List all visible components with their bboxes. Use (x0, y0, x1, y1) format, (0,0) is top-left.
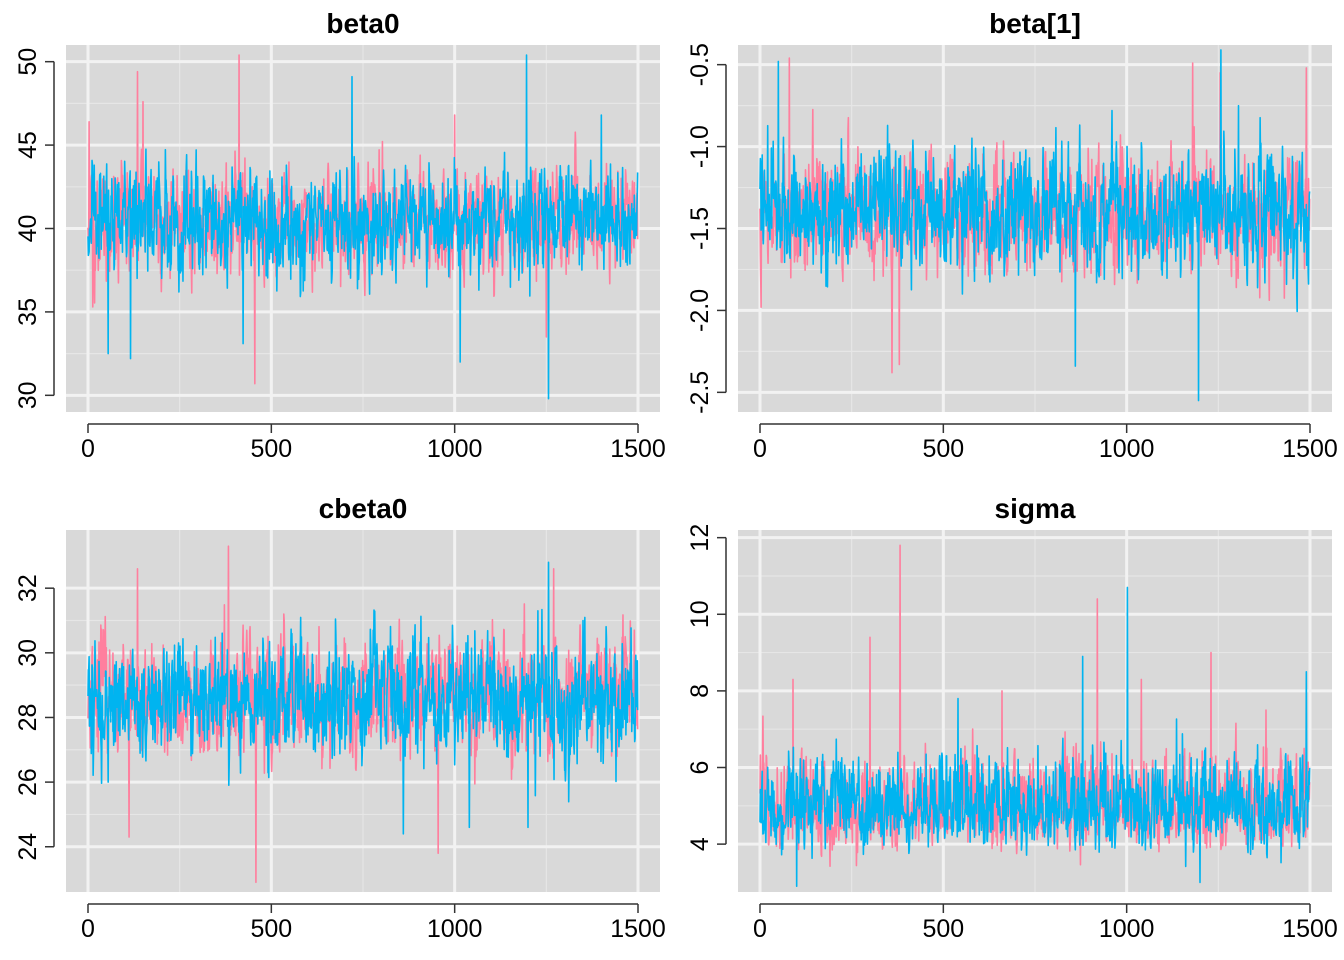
x-tick-label: 500 (922, 435, 964, 463)
y-tick-label: 45 (14, 131, 42, 159)
y-tick-label: 30 (14, 381, 42, 409)
x-tick-label: 1500 (610, 435, 666, 463)
x-tick-label: 1000 (427, 435, 483, 463)
series-line-chain-2 (87, 561, 639, 835)
x-tick-label: 0 (81, 435, 95, 463)
y-tick-label: -2.5 (686, 371, 714, 414)
y-tick-label: 50 (14, 48, 42, 76)
series-line-chain-2 (87, 54, 639, 400)
y-tick-label: 32 (14, 574, 42, 602)
y-tick-label: 35 (14, 298, 42, 326)
x-tick-label: 1500 (1282, 435, 1338, 463)
x-tick-label: 0 (753, 435, 767, 463)
y-tick-label: 8 (686, 684, 714, 698)
x-tick-label: 500 (250, 435, 292, 463)
y-tick-label: 4 (686, 837, 714, 851)
y-tick-label: 12 (686, 524, 714, 552)
panel-beta0: 0 500 1000 1500 30 35 40 45 50 beta0 (14, 8, 666, 463)
y-tick-label: 40 (14, 215, 42, 243)
y-tick-label: -2.0 (686, 289, 714, 332)
y-tick-label: 28 (14, 704, 42, 732)
y-tick-label: 6 (686, 761, 714, 775)
y-tick-label: -1.0 (686, 125, 714, 168)
panel-title-cbeta0: cbeta0 (319, 493, 408, 524)
series-line-chain-2 (759, 586, 1311, 888)
y-tick-label: 26 (14, 768, 42, 796)
x-tick-label: 1000 (1099, 915, 1155, 943)
x-tick-label: 1500 (1282, 915, 1338, 943)
x-tick-label: 500 (922, 915, 964, 943)
x-tick-label: 1500 (610, 915, 666, 943)
panel-sigma: 0 500 1000 1500 4 6 8 10 12 sigma (686, 493, 1338, 943)
x-tick-label: 500 (250, 915, 292, 943)
y-tick-label: 10 (686, 600, 714, 628)
panel-title-beta1: beta[1] (989, 8, 1081, 39)
y-tick-label: -1.5 (686, 207, 714, 250)
y-tick-label: -0.5 (686, 43, 714, 86)
panel-cbeta0: 0 500 1000 1500 24 26 28 30 32 cbeta0 (14, 493, 666, 943)
series-line-chain-2 (759, 49, 1311, 402)
y-tick-label: 24 (14, 833, 42, 861)
x-tick-label: 0 (81, 915, 95, 943)
y-tick-label: 30 (14, 639, 42, 667)
panel-beta1: 0 500 1000 1500 -2.5 -2.0 -1.5 -1.0 -0.5 beta[1] (686, 8, 1338, 463)
x-tick-label: 1000 (427, 915, 483, 943)
panel-title-sigma: sigma (995, 493, 1076, 524)
x-tick-label: 1000 (1099, 435, 1155, 463)
x-tick-label: 0 (753, 915, 767, 943)
panel-title-beta0: beta0 (326, 8, 399, 39)
